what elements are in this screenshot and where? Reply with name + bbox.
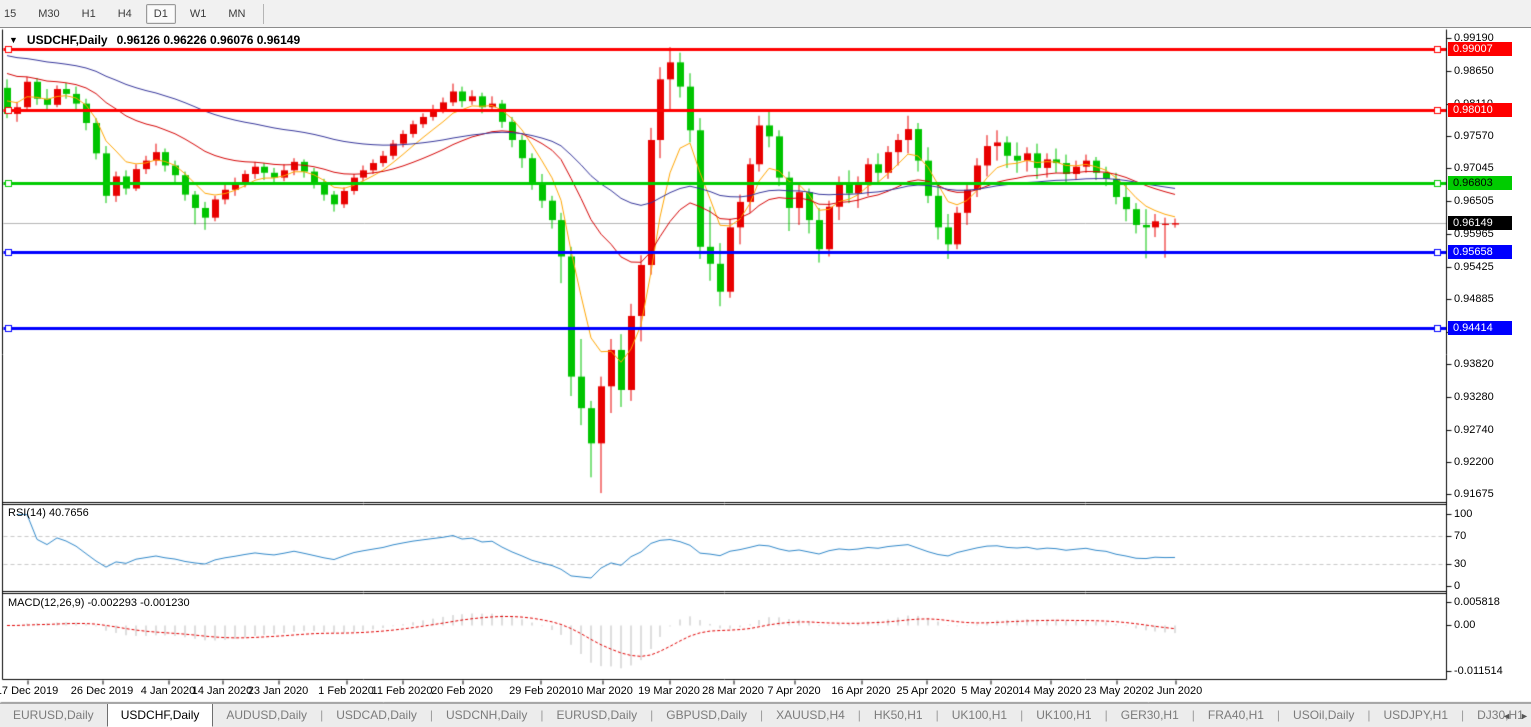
tab-separator: | [1461, 708, 1465, 722]
price-axis-tick: 0.93820 [1454, 358, 1494, 370]
price-axis-tick: 0.92740 [1454, 424, 1494, 436]
price-axis-tick: 0.92200 [1454, 456, 1494, 468]
rsi-axis-label: 100 [1454, 508, 1473, 520]
chart-tab-fra40-h1[interactable]: FRA40,H1 [1207, 708, 1264, 722]
chart-tab-ger30-h1[interactable]: GER30,H1 [1120, 708, 1179, 722]
tab-separator: | [429, 708, 433, 722]
price-axis-tick: 0.91675 [1454, 488, 1494, 500]
chart-tab-uk100-h1[interactable]: UK100,H1 [1036, 708, 1092, 722]
macd-axis-label: 0.005818 [1454, 596, 1500, 608]
tab-separator: | [320, 708, 324, 722]
tab-separator: | [1276, 708, 1281, 722]
tab-separator: | [1104, 708, 1108, 722]
chart-tab-gbpusd-daily[interactable]: GBPUSD,Daily [666, 708, 747, 722]
price-axis-tick: 0.96505 [1454, 195, 1494, 207]
rsi-axis-label: 70 [1454, 530, 1467, 542]
time-axis-label: 19 Mar 2020 [638, 685, 700, 697]
time-axis-label: 23 May 2020 [1084, 685, 1148, 697]
chart-tab-xauusd-h4[interactable]: XAUUSD,H4 [776, 708, 845, 722]
tab-separator: | [759, 708, 764, 722]
tab-separator: | [1191, 708, 1195, 722]
price-axis-tick: 0.98650 [1454, 65, 1494, 77]
time-axis-label: 10 Mar 2020 [571, 685, 633, 697]
chart-ohlc-values: 0.96126 0.96226 0.96076 0.96149 [116, 33, 301, 47]
time-axis-label: 14 Jan 2020 [191, 685, 253, 697]
price-badge: 0.94414 [1448, 321, 1512, 335]
price-axis-tick: 0.99190 [1454, 32, 1494, 44]
price-badge: 0.96149 [1448, 216, 1512, 230]
tab-scroll-left-icon[interactable]: ◄ [1502, 711, 1511, 721]
time-axis-label: 25 Apr 2020 [896, 685, 956, 697]
tab-scroll-right-icon[interactable]: ► [1520, 711, 1529, 721]
chart-tab-usoil-daily[interactable]: USOil,Daily [1293, 708, 1355, 722]
time-axis-label: 20 Feb 2020 [431, 685, 493, 697]
time-axis-label: 2 Jun 2020 [1147, 685, 1203, 697]
tab-separator: | [935, 708, 939, 722]
time-axis-label: 7 Apr 2020 [767, 685, 821, 697]
tab-separator: | [1367, 708, 1371, 722]
chart-title: ▼ USDCHF,Daily 0.96126 0.96226 0.96076 0… [9, 33, 300, 47]
chart-symbol-period: USDCHF,Daily [26, 33, 108, 47]
time-axis-label: 11 Feb 2020 [371, 685, 433, 697]
chart-tab-audusd-daily[interactable]: AUDUSD,Daily [226, 708, 308, 722]
rsi-axis-label: 0 [1454, 580, 1461, 592]
time-axis-label: 4 Jan 2020 [140, 685, 196, 697]
rsi-axis-label: 30 [1454, 558, 1467, 570]
chart-tab-usdjpy-h1[interactable]: USDJPY,H1 [1383, 708, 1448, 722]
chart-dropdown-icon[interactable]: ▼ [9, 35, 18, 45]
price-badge: 0.95658 [1448, 245, 1512, 259]
tab-separator: | [540, 708, 544, 722]
time-axis-label: 16 Apr 2020 [831, 685, 891, 697]
time-axis-label: 14 May 2020 [1018, 685, 1082, 697]
chart-tab-usdcnh-daily[interactable]: USDCNH,Daily [446, 708, 528, 722]
time-axis-label: 28 Mar 2020 [702, 685, 764, 697]
chart-tab-usdcad-daily[interactable]: USDCAD,Daily [336, 708, 417, 722]
chart-tab-bar: EURUSD,Daily USDCHF,Daily AUDUSD,Daily | USD… [0, 703, 1531, 727]
time-axis-label: 5 May 2020 [961, 685, 1019, 697]
price-badge: 0.98010 [1448, 103, 1512, 117]
time-axis-label: 29 Feb 2020 [509, 685, 571, 697]
chart-tab-eurusd-daily[interactable]: EURUSD,Daily [556, 708, 638, 722]
chart-tab-hk50-h1[interactable]: HK50,H1 [873, 708, 923, 722]
price-axis-tick: 0.94885 [1454, 293, 1494, 305]
time-axis-label: 26 Dec 2019 [70, 685, 134, 697]
price-axis-tick: 0.95425 [1454, 261, 1494, 273]
chart-tab-uk100-h1[interactable]: UK100,H1 [951, 708, 1008, 722]
tab-separator: | [857, 708, 861, 722]
time-axis-label: 1 Feb 2020 [318, 685, 374, 697]
rsi-label: RSI(14) 40.7656 [8, 507, 89, 519]
chart-tab-usdchf-daily[interactable]: USDCHF,Daily [106, 704, 214, 727]
price-badge: 0.96803 [1448, 176, 1512, 190]
time-axis-label: 23 Jan 2020 [247, 685, 309, 697]
time-axis-label: 17 Dec 2019 [0, 685, 59, 697]
price-axis-tick: 0.97570 [1454, 130, 1494, 142]
price-axis-tick: 0.93280 [1454, 391, 1494, 403]
macd-axis-label: 0.00 [1454, 619, 1476, 631]
price-axis-tick: 0.97045 [1454, 162, 1494, 174]
tab-separator: | [1020, 708, 1024, 722]
chart-tab-eurusd-daily[interactable]: EURUSD,Daily [13, 708, 94, 722]
chart-tab-dj30-h1[interactable]: DJ30,H1 [1477, 708, 1524, 722]
tab-separator: | [650, 708, 654, 722]
macd-label: MACD(12,26,9) -0.002293 -0.001230 [8, 597, 190, 609]
price-badge: 0.99007 [1448, 42, 1512, 56]
price-axis-tick: 0.95965 [1454, 228, 1494, 240]
macd-axis-label: -0.011514 [1454, 665, 1503, 677]
